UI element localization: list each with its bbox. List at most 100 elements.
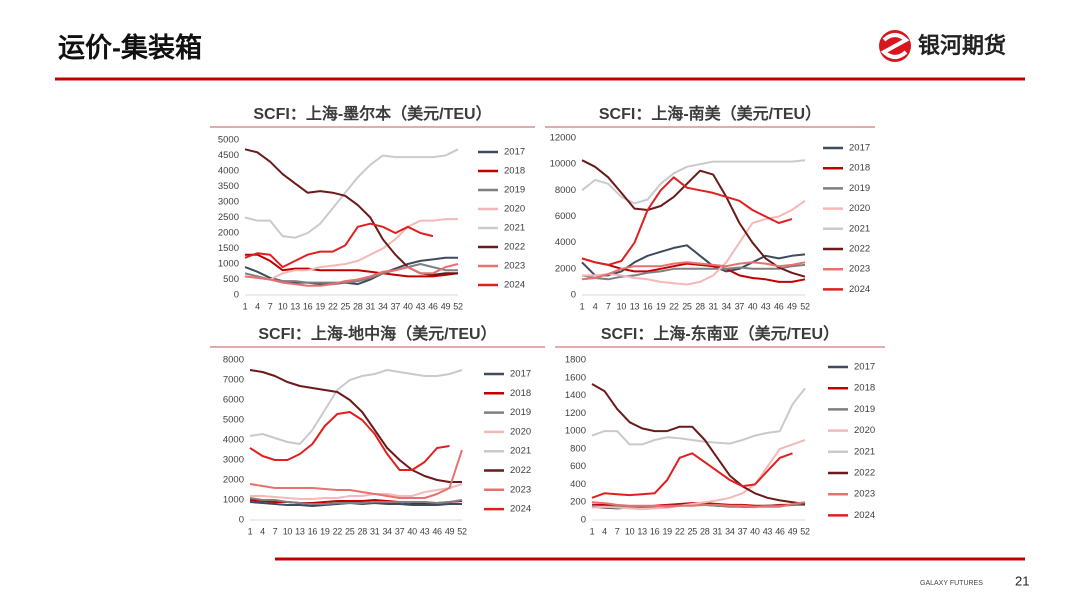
- legend-label: 2022: [854, 468, 875, 479]
- series-line: [249, 369, 462, 483]
- legend-label: 2020: [510, 426, 531, 437]
- x-tick-label: 52: [457, 526, 467, 536]
- x-tick-label: 13: [630, 301, 640, 311]
- chart-title: SCFI：上海-南美（美元/TEU）: [599, 104, 821, 123]
- y-tick-label: 5000: [218, 135, 239, 146]
- y-tick-label: 8000: [223, 355, 244, 366]
- series-line: [591, 501, 806, 508]
- series-line: [244, 263, 459, 287]
- y-tick-label: 1400: [565, 390, 586, 401]
- legend-label: 2023: [510, 484, 531, 495]
- chart: SCFI：上海-地中海（美元/TEU） 0 1000 2000 3000 4000 5000…: [210, 324, 545, 536]
- series-line: [244, 148, 459, 239]
- y-tick-label: 2000: [555, 263, 576, 274]
- y-tick-label: 0: [239, 515, 244, 526]
- legend-label: 2019: [849, 183, 870, 194]
- x-tick-label: 1: [243, 301, 248, 311]
- x-tick-label: 13: [290, 301, 300, 311]
- x-tick-label: 31: [370, 526, 380, 536]
- series-line: [591, 383, 806, 505]
- x-tick-label: 19: [662, 526, 672, 536]
- x-tick-label: 22: [669, 301, 679, 311]
- x-tick-label: 49: [445, 526, 455, 536]
- series-line: [581, 176, 793, 266]
- x-tick-label: 52: [800, 526, 810, 536]
- y-tick-label: 5000: [223, 415, 244, 426]
- x-tick-label: 52: [453, 301, 463, 311]
- chart-title: SCFI：上海-东南亚（美元/TEU）: [601, 324, 839, 343]
- x-tick-label: 34: [722, 301, 732, 311]
- y-tick-label: 1000: [565, 426, 586, 437]
- x-tick-label: 7: [268, 301, 273, 311]
- x-tick-label: 19: [315, 301, 325, 311]
- series-line: [591, 439, 806, 511]
- legend-label: 2019: [510, 407, 531, 418]
- y-tick-label: 8000: [555, 185, 576, 196]
- y-tick-label: 2500: [218, 212, 239, 223]
- legend-label: 2021: [849, 223, 870, 234]
- legend-label: 2019: [854, 404, 875, 415]
- y-tick-label: 4000: [218, 166, 239, 177]
- y-tick-label: 1200: [565, 408, 586, 419]
- logo-swirl: [880, 33, 910, 59]
- series-line: [244, 222, 434, 269]
- y-tick-label: 500: [223, 274, 239, 285]
- footer-company: GALAXY FUTURES: [920, 580, 983, 587]
- series-line: [245, 253, 459, 278]
- y-tick-label: 2000: [223, 475, 244, 486]
- legend-label: 2024: [849, 284, 870, 295]
- x-tick-label: 37: [395, 526, 405, 536]
- x-tick-label: 7: [273, 526, 278, 536]
- y-tick-label: 1000: [218, 259, 239, 270]
- legend-label: 2020: [849, 203, 870, 214]
- series-line: [581, 159, 806, 205]
- y-tick-label: 3000: [218, 197, 239, 208]
- x-tick-label: 4: [602, 526, 607, 536]
- legend-label: 2017: [849, 143, 870, 154]
- x-tick-label: 43: [761, 301, 771, 311]
- y-tick-label: 4000: [223, 435, 244, 446]
- x-tick-label: 34: [382, 526, 392, 536]
- series-line: [250, 483, 463, 500]
- legend-label: 2018: [510, 388, 531, 399]
- y-tick-label: 1800: [565, 355, 586, 366]
- x-tick-label: 16: [650, 526, 660, 536]
- x-tick-label: 13: [637, 526, 647, 536]
- series-line: [591, 452, 793, 499]
- x-tick-label: 7: [606, 301, 611, 311]
- x-tick-label: 46: [775, 526, 785, 536]
- x-tick-label: 16: [308, 526, 318, 536]
- x-tick-label: 31: [366, 301, 376, 311]
- x-tick-label: 40: [407, 526, 417, 536]
- x-tick-label: 40: [750, 526, 760, 536]
- x-tick-label: 19: [320, 526, 330, 536]
- x-tick-label: 4: [593, 301, 598, 311]
- x-tick-label: 19: [656, 301, 666, 311]
- x-tick-label: 10: [278, 301, 288, 311]
- x-tick-label: 37: [391, 301, 401, 311]
- y-tick-label: 1000: [223, 495, 244, 506]
- page-number: 21: [1015, 573, 1029, 588]
- y-tick-label: 7000: [223, 375, 244, 386]
- x-tick-label: 37: [735, 301, 745, 311]
- series-line: [581, 263, 806, 281]
- x-tick-label: 37: [738, 526, 748, 536]
- x-tick-label: 10: [617, 301, 627, 311]
- x-tick-label: 43: [420, 526, 430, 536]
- x-tick-label: 22: [675, 526, 685, 536]
- x-tick-label: 16: [303, 301, 313, 311]
- x-tick-label: 22: [333, 526, 343, 536]
- y-tick-label: 1500: [218, 243, 239, 254]
- series-line: [249, 411, 450, 471]
- x-tick-label: 28: [700, 526, 710, 536]
- series-line: [581, 159, 806, 278]
- series-line: [591, 387, 806, 446]
- series-line: [244, 218, 458, 281]
- logo: 银河期货: [879, 30, 1006, 62]
- series-line: [249, 497, 463, 505]
- x-tick-label: 31: [713, 526, 723, 536]
- y-tick-label: 0: [581, 515, 586, 526]
- chart: SCFI：上海-南美（美元/TEU） 0 2000 4000 6000 8000 10000…: [545, 104, 875, 311]
- x-tick-label: 28: [358, 526, 368, 536]
